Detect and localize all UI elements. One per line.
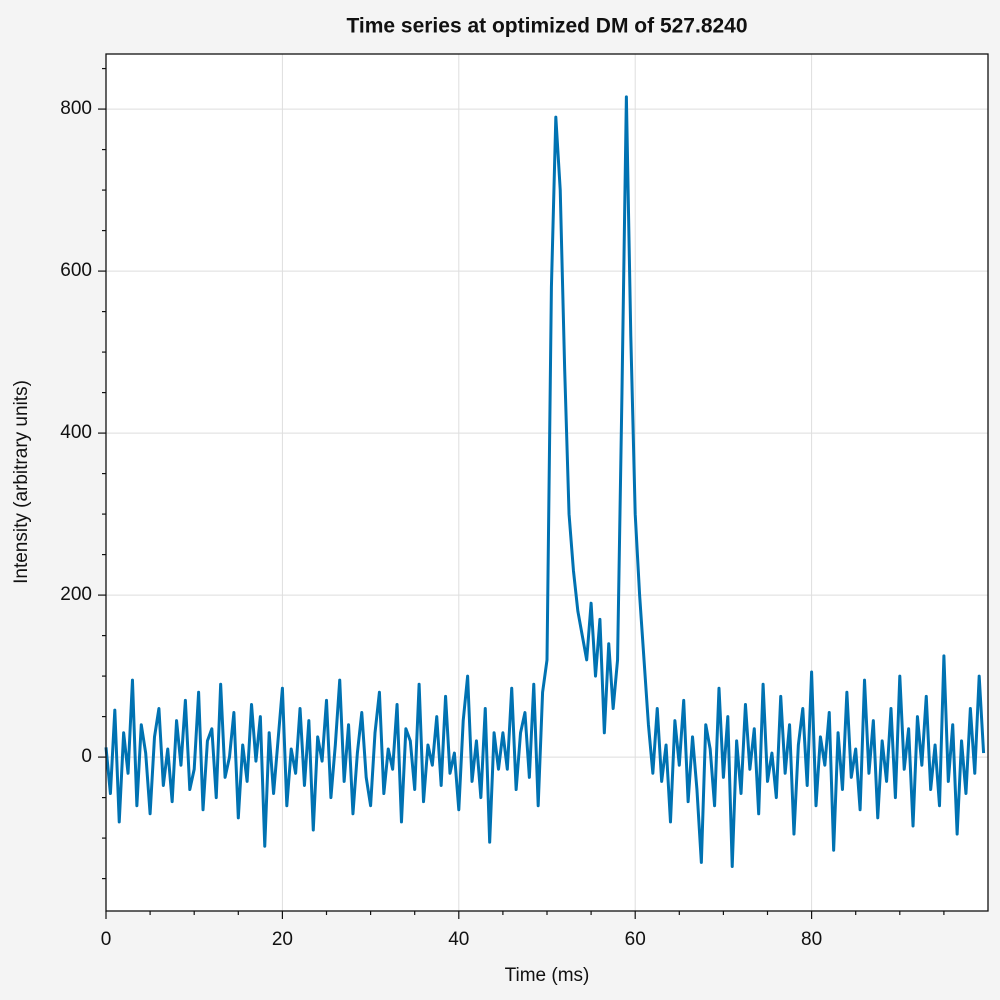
marks — [104, 95, 986, 868]
x-tick-label: 20 — [272, 929, 293, 950]
grid — [105, 54, 988, 911]
y-tick-label: 400 — [60, 422, 92, 443]
y-tick-label: 800 — [60, 98, 92, 119]
y-tick-label: 200 — [60, 584, 92, 605]
x-tick-label: 40 — [448, 929, 469, 950]
y-tick-label: 600 — [60, 260, 92, 281]
x-tick-label: 0 — [101, 929, 112, 950]
chart-title: Time series at optimized DM of 527.8240 — [346, 15, 747, 38]
y-axis-label: Intensity (arbitrary units) — [11, 380, 32, 584]
series-line — [104, 95, 986, 868]
x-axis-label: Time (ms) — [505, 965, 590, 986]
y-tick-label: 0 — [81, 746, 92, 767]
x-tick-label: 80 — [801, 929, 822, 950]
x-tick-label: 60 — [625, 929, 646, 950]
